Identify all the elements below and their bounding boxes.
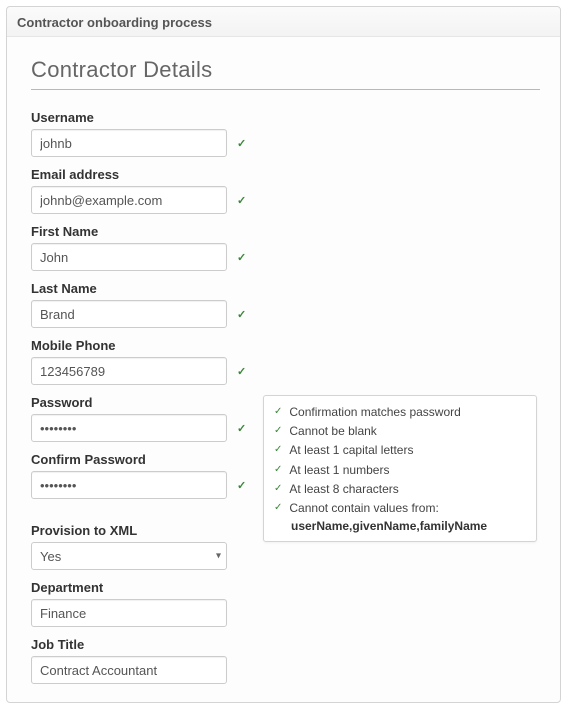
field-username: Username ✓ (31, 110, 540, 157)
password-input[interactable] (31, 414, 227, 442)
job-title-label: Job Title (31, 637, 540, 652)
check-icon: ✓ (237, 479, 246, 492)
check-icon: ✓ (237, 365, 246, 378)
email-input[interactable] (31, 186, 227, 214)
department-input[interactable] (31, 599, 227, 627)
username-input[interactable] (31, 129, 227, 157)
check-icon: ✓ (274, 482, 282, 496)
job-title-input[interactable] (31, 656, 227, 684)
password-hint-row: ✓ At least 8 characters (274, 481, 526, 497)
check-icon: ✓ (274, 501, 282, 515)
last-name-input[interactable] (31, 300, 227, 328)
email-label: Email address (31, 167, 540, 182)
first-name-input[interactable] (31, 243, 227, 271)
mobile-input[interactable] (31, 357, 227, 385)
field-job-title: Job Title (31, 637, 540, 684)
check-icon: ✓ (237, 308, 246, 321)
check-icon: ✓ (237, 422, 246, 435)
password-hint-text: Cannot be blank (289, 423, 526, 439)
provision-select[interactable]: Yes (31, 542, 227, 570)
confirm-password-input[interactable] (31, 471, 227, 499)
last-name-label: Last Name (31, 281, 540, 296)
check-icon: ✓ (274, 443, 282, 457)
password-hint-text: At least 8 characters (289, 481, 526, 497)
password-hint-box: ✓ Confirmation matches password ✓ Cannot be… (263, 395, 537, 542)
password-hint-row: ✓ At least 1 numbers (274, 462, 526, 478)
field-mobile: Mobile Phone ✓ (31, 338, 540, 385)
password-hint-row: ✓ Cannot contain values from: (274, 500, 526, 516)
password-hint-text: At least 1 capital letters (289, 442, 526, 458)
password-hint-row: ✓ Cannot be blank (274, 423, 526, 439)
first-name-label: First Name (31, 224, 540, 239)
password-hint-text: At least 1 numbers (289, 462, 526, 478)
section-title: Contractor Details (31, 57, 540, 90)
mobile-label: Mobile Phone (31, 338, 540, 353)
form-body: Contractor Details Username ✓ Email addr… (7, 37, 560, 702)
department-label: Department (31, 580, 540, 595)
field-email: Email address ✓ (31, 167, 540, 214)
password-area: Password ✓ Confirm Password ✓ ✓Confirmat… (31, 395, 540, 499)
field-department: Department (31, 580, 540, 627)
onboarding-panel: Contractor onboarding process Contractor… (6, 6, 561, 703)
password-hint-row: ✓ Confirmation matches password (274, 404, 526, 420)
check-icon: ✓ (237, 137, 246, 150)
check-icon: ✓ (274, 405, 282, 419)
password-hint-extra: userName,givenName,familyName (291, 519, 526, 533)
check-icon: ✓ (274, 424, 282, 438)
panel-title: Contractor onboarding process (7, 7, 560, 37)
password-hint-row: ✓ At least 1 capital letters (274, 442, 526, 458)
password-hint-text: Confirmation matches password (289, 404, 526, 420)
check-icon: ✓ (237, 251, 246, 264)
check-icon: ✓ (237, 194, 246, 207)
password-hint-text: Cannot contain values from: (289, 500, 526, 516)
field-first-name: First Name ✓ (31, 224, 540, 271)
field-last-name: Last Name ✓ (31, 281, 540, 328)
username-label: Username (31, 110, 540, 125)
check-icon: ✓ (274, 463, 282, 477)
